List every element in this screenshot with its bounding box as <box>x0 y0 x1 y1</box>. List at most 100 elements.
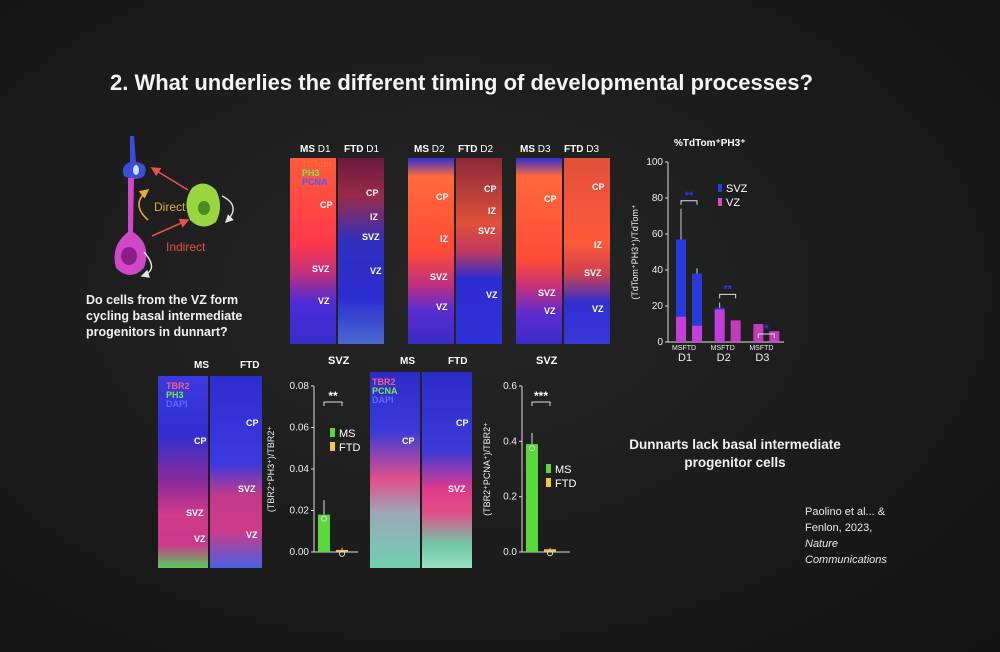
chart-title: SVZ <box>328 355 350 367</box>
y-tick-label: 0.2 <box>503 492 517 503</box>
y-tick-label: 60 <box>652 229 664 240</box>
zone-cp-label: CP <box>544 194 557 204</box>
header-ms: MS <box>194 360 209 371</box>
direct-label: Direct <box>154 200 186 214</box>
zone-cp-label: CP <box>402 436 415 446</box>
indirect-label: Indirect <box>166 240 206 254</box>
y-tick-label: 0.0 <box>503 547 517 558</box>
legend-swatch-svz <box>718 184 722 192</box>
radial-glia-cell-icon <box>114 178 147 275</box>
legend-label-ms: MS <box>555 464 572 476</box>
x-subgroup-label: MSFTD <box>711 345 735 352</box>
zone-vz-label: VZ <box>370 266 382 276</box>
channel-legend-bottom-middle: TBR2 PCNA DAPI <box>372 377 398 405</box>
label-ms-d2: MS D2 <box>414 144 445 155</box>
y-tick-label: 0.08 <box>290 381 310 392</box>
zone-cp-label: CP <box>320 200 333 210</box>
zone-vz-label: VZ <box>486 290 498 300</box>
chart-tbr2-ph3: SVZ 0.00 0.02 0.04 0.06 0.08 (TBR2⁺PH3⁺)/TBR2⁺… <box>266 355 360 558</box>
zone-cp-label: CP <box>194 436 207 446</box>
conclusion-text: Dunnarts lack basal intermediate progeni… <box>629 437 841 470</box>
zone-svz-label: SVZ <box>448 484 466 494</box>
x-group-label: D2 <box>717 352 731 364</box>
chart-tbr2-pcna: SVZ 0.0 0.2 0.4 0.6 (TBR2⁺PCNA⁺)/TBR2⁺ *** MS FT… <box>482 355 576 558</box>
y-tick-label: 0 <box>657 337 663 348</box>
citation: Paolino et al... & Fenlon, 2023, Nature … <box>805 506 887 566</box>
y-tick-label: 0.6 <box>503 381 517 392</box>
y-tick-label: 0.00 <box>290 547 310 558</box>
micrograph-ftd-d1 <box>338 158 384 344</box>
question-text: Do cells from the VZ form cycling basal … <box>86 293 243 339</box>
zone-cp-label: CP <box>366 188 379 198</box>
zone-svz-label: SVZ <box>238 484 256 494</box>
significance-marker: *** <box>534 389 548 403</box>
zone-cp-label: CP <box>592 182 605 192</box>
neuron-cell-icon <box>122 136 146 179</box>
significance-marker: ** <box>328 389 338 403</box>
significance-bracket <box>680 200 698 205</box>
y-tick-label: 0.02 <box>290 506 310 517</box>
data-point <box>547 550 553 557</box>
x-subgroup-label: MSFTD <box>672 345 696 352</box>
zone-iz-label: IZ <box>370 212 378 222</box>
bar-ms <box>526 444 538 552</box>
zone-svz-label: SVZ <box>430 272 448 282</box>
bar-ms <box>318 514 330 552</box>
legend-label-svz: SVZ <box>726 183 748 195</box>
y-tick-label: 0.04 <box>290 464 310 475</box>
legend-swatch-ftd <box>546 478 551 487</box>
zone-svz-label: SVZ <box>584 268 602 278</box>
significance-bracket <box>757 333 775 338</box>
micrograph-ms-d2 <box>408 158 454 344</box>
zone-vz-label: VZ <box>544 306 556 316</box>
bar-svz <box>692 273 702 342</box>
data-point <box>529 445 535 452</box>
label-ftd-d1: FTD D1 <box>344 144 380 155</box>
zone-vz-label: VZ <box>194 534 206 544</box>
zone-svz-label: SVZ <box>478 226 496 236</box>
chart-title: %TdTom⁺PH3⁺ <box>674 138 745 149</box>
zone-svz-label: SVZ <box>186 508 204 518</box>
zone-vz-label: VZ <box>318 296 330 306</box>
micrograph-ftd-d2 <box>456 158 502 344</box>
legend-swatch-ms <box>330 428 335 437</box>
x-group-label: D1 <box>678 352 692 364</box>
micrograph-ftd-tbr2-pcna <box>422 372 472 568</box>
x-subgroup-label: MSFTD <box>749 345 773 352</box>
micrograph-ms-d1 <box>290 158 336 344</box>
micrograph-ms-d3 <box>516 158 562 344</box>
header-ftd: FTD <box>448 356 468 367</box>
y-axis-label: (TBR2⁺PCNA⁺)/TBR2⁺ <box>482 422 492 516</box>
significance-marker: * <box>764 323 769 335</box>
y-tick-label: 80 <box>652 193 664 204</box>
label-ms-d3: MS D3 <box>520 144 551 155</box>
channel-legend-top: TdTom PH3 PCNA <box>302 159 332 187</box>
data-point <box>339 550 345 557</box>
label-ftd-d2: FTD D2 <box>458 144 494 155</box>
progenitor-diagram <box>114 136 234 278</box>
zone-iz-label: IZ <box>440 234 448 244</box>
y-tick-label: 20 <box>652 301 664 312</box>
y-tick-label: 0.06 <box>290 423 310 434</box>
y-tick-label: 40 <box>652 265 664 276</box>
legend-label-vz: VZ <box>726 197 740 209</box>
legend-label-ftd: FTD <box>555 478 576 490</box>
zone-vz-label: VZ <box>592 304 604 314</box>
zone-iz-label: IZ <box>594 240 602 250</box>
header-ftd: FTD <box>240 360 260 371</box>
significance-marker: ** <box>685 190 694 202</box>
y-tick-label: 0.4 <box>503 436 517 447</box>
x-group-label: D3 <box>755 352 769 364</box>
chart-title: SVZ <box>536 355 558 367</box>
significance-bracket <box>719 293 737 299</box>
legend-swatch-vz <box>718 198 722 206</box>
micrograph-ftd-tbr2-ph3 <box>210 376 262 568</box>
chart-tdtom-ph3: %TdTom⁺PH3⁺ 0 20 40 60 80 100 (TdTom⁺PH3⁺)/TdTo… <box>630 138 784 364</box>
significance-bracket <box>531 401 551 406</box>
data-point <box>321 515 327 522</box>
legend-label-ms: MS <box>339 428 356 440</box>
zone-cp-label: CP <box>456 418 469 428</box>
bar-vz <box>676 316 686 342</box>
micrograph-ftd-d3 <box>564 158 610 344</box>
zone-vz-label: VZ <box>246 530 258 540</box>
